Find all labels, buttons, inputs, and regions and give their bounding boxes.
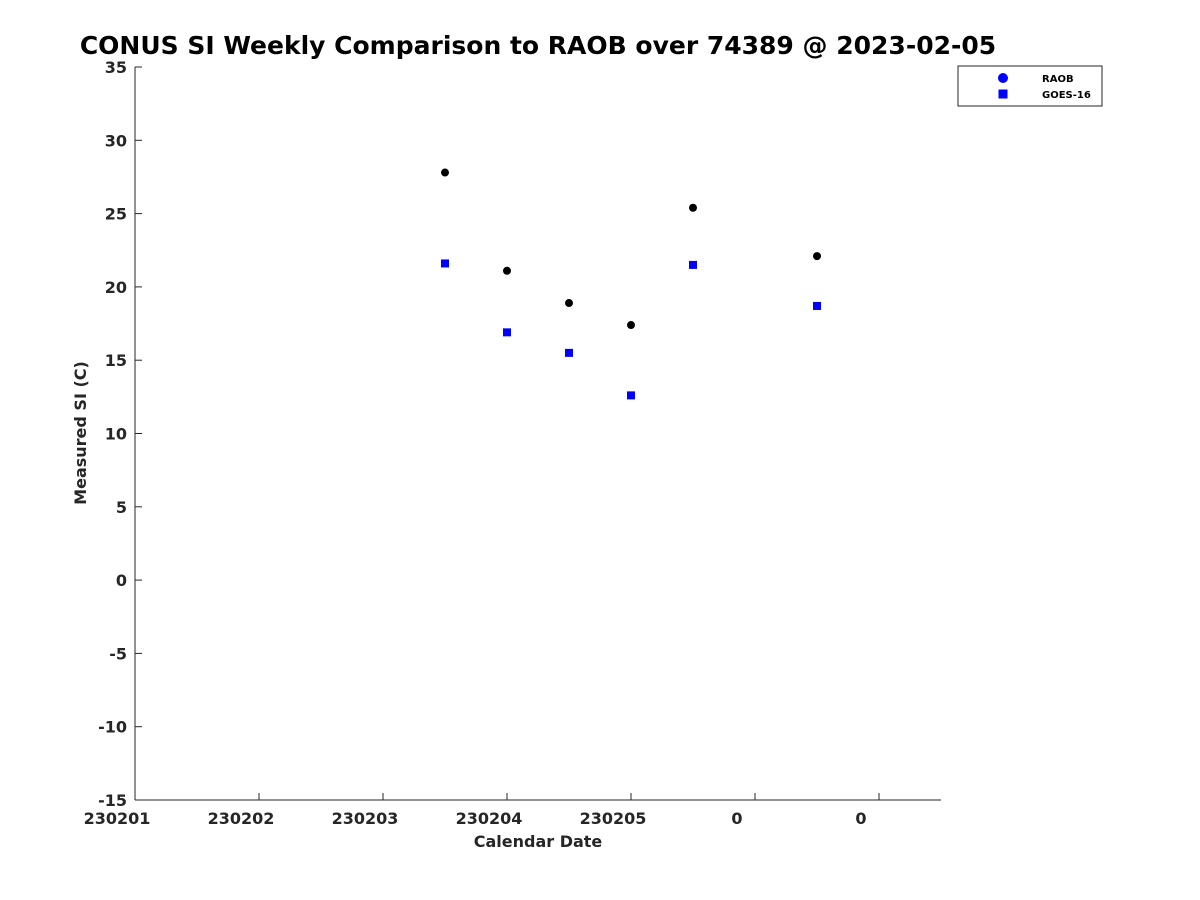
goes-16-point [565,348,573,357]
raob-point [813,252,821,261]
y-tick-label: 30 [105,131,127,150]
goes-16-point [689,260,697,269]
data-points [441,168,821,400]
y-tick-label: 35 [105,58,127,77]
legend: RAOB GOES-16 [957,65,1103,107]
y-tick-label: 0 [116,571,127,590]
legend-box [957,65,1103,107]
goes-16-point [503,328,511,337]
x-tick-label: 230202 [208,809,275,828]
x-tick-label: 0 [731,809,742,828]
y-tick-label: -10 [98,718,127,737]
raob-point [689,203,697,212]
y-tick-label: -5 [109,644,127,663]
goes-16-point [441,259,449,268]
x-tick-label: 0 [855,809,866,828]
legend-goes16-label: GOES-16 [1042,90,1091,101]
y-tick-label: 5 [116,498,127,517]
y-tick-label: 25 [105,205,127,224]
raob-point [627,321,635,330]
raob-point [503,266,511,275]
x-ticks: 230201 230202 230203 230204 230205 0 0 [84,793,880,828]
raob-point [441,168,449,177]
y-axis-label: Measured SI (C) [71,361,90,505]
x-axis-label: Calendar Date [474,832,603,851]
goes-16-point [627,391,635,400]
y-tick-label: 10 [105,425,127,444]
y-tick-label: 15 [105,351,127,370]
chart-title: CONUS SI Weekly Comparison to RAOB over … [80,31,996,60]
y-tick-label: 20 [105,278,127,297]
x-tick-label: 230205 [580,809,647,828]
legend-goes16-marker [998,89,1008,99]
goes-16-point [813,301,821,310]
legend-raob-marker [998,73,1008,83]
y-tick-label: -15 [98,791,127,810]
x-tick-label: 230204 [456,809,523,828]
legend-raob-label: RAOB [1042,74,1074,85]
y-ticks: -15 -10 -5 0 5 10 15 20 25 30 35 [98,58,142,810]
x-tick-label: 230201 [84,809,151,828]
x-tick-label: 230203 [332,809,399,828]
raob-point [565,299,573,308]
